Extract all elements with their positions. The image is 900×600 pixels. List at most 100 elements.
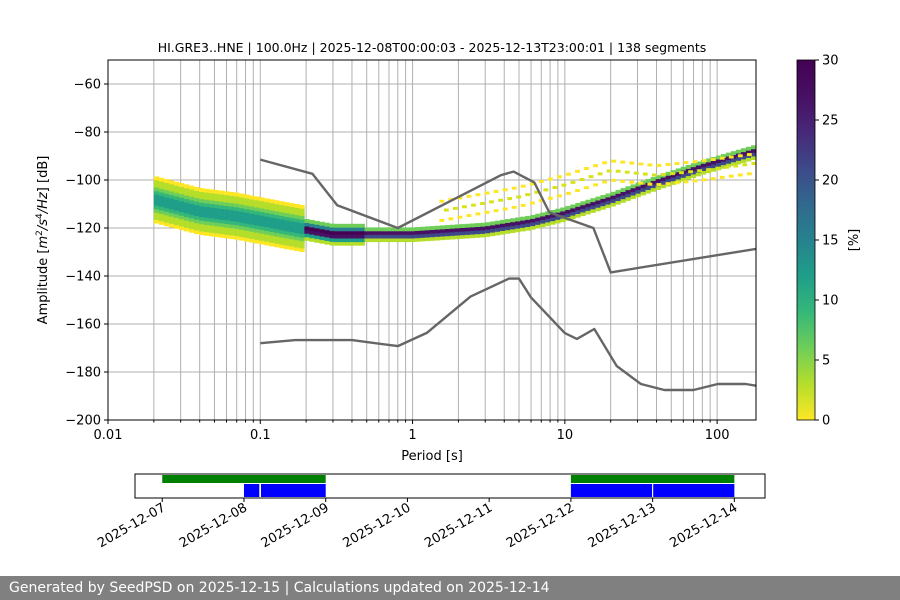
- heatmap-cell: [434, 232, 441, 237]
- heatmap-cell: [507, 197, 513, 201]
- heatmap-cell: [630, 184, 636, 189]
- heatmap-cell: [244, 198, 250, 203]
- heatmap-cell: [745, 146, 752, 151]
- heatmap-cell: [254, 214, 260, 219]
- heatmap-cell: [199, 198, 205, 203]
- heatmap-cell: [379, 234, 385, 239]
- heatmap-cell: [314, 238, 320, 243]
- heatmap-cell: [349, 231, 355, 235]
- timeline-date-label: 2025-12-14: [667, 500, 740, 551]
- heatmap-cell: [309, 219, 315, 224]
- heatmap-cell: [193, 219, 200, 224]
- heatmap-cell: [178, 197, 185, 202]
- heatmap-cell: [605, 193, 611, 198]
- heatmap-cell: [334, 241, 340, 246]
- heatmap-cell: [705, 169, 712, 174]
- footer: Generated by SeedPSD on 2025-12-15 | Cal…: [0, 576, 900, 600]
- heatmap-cell: [615, 197, 621, 202]
- heatmap-cell: [344, 231, 350, 235]
- heatmap-cell: [178, 215, 185, 220]
- heatmap-cell: [173, 188, 180, 193]
- heatmap-cell: [520, 184, 526, 188]
- heatmap-cell: [469, 230, 476, 235]
- heatmap-cell: [404, 231, 411, 235]
- heatmap-cell: [660, 180, 666, 185]
- heatmap-cell: [650, 180, 656, 185]
- heatmap-cell: [254, 210, 260, 215]
- heatmap-cell: [168, 219, 175, 224]
- heatmap-cell: [733, 164, 739, 168]
- heatmap-cell: [701, 178, 707, 182]
- heatmap-cell: [168, 180, 175, 185]
- timeline-date-label: 2025-12-09: [259, 500, 332, 551]
- heatmap-cell: [535, 213, 541, 218]
- heatmap-cell: [219, 223, 225, 227]
- heatmap-cell: [683, 180, 689, 184]
- heatmap-cell: [674, 162, 680, 166]
- heatmap-cell: [434, 225, 441, 230]
- heatmap-cell: [550, 213, 556, 218]
- heatmap-cell: [725, 152, 732, 157]
- heatmap-cell: [188, 189, 195, 194]
- heatmap-cell: [173, 192, 180, 197]
- heatmap-cell: [715, 155, 722, 160]
- heatmap-cell: [700, 167, 707, 172]
- heatmap-cell: [588, 175, 594, 179]
- heatmap-cell: [602, 161, 608, 165]
- heatmap-cell: [163, 200, 170, 205]
- heatmap-cell: [254, 225, 260, 230]
- heatmap-cell: [264, 227, 270, 232]
- heatmap-cell: [459, 227, 466, 232]
- heatmap-cell: [153, 201, 160, 206]
- heatmap-cell: [615, 189, 621, 194]
- heatmap-cell: [414, 227, 421, 231]
- heatmap-cell: [284, 202, 290, 207]
- heatmap-cell: [439, 229, 446, 233]
- heatmap-cell: [234, 214, 240, 219]
- heatmap-cell: [284, 245, 290, 250]
- heatmap-cell: [209, 218, 215, 223]
- heatmap-cell: [660, 184, 666, 189]
- heatmap-cell: [244, 230, 250, 235]
- heatmap-cell: [490, 228, 496, 233]
- heatmap-cell: [565, 206, 571, 210]
- heatmap-cell: [224, 202, 230, 206]
- heatmap-cell: [259, 226, 265, 231]
- heatmap-cell: [204, 192, 210, 197]
- heatmap-cell: [244, 212, 250, 217]
- heatmap-cell: [710, 157, 716, 161]
- heatmap-cell: [229, 235, 235, 240]
- heatmap-cell: [379, 227, 385, 232]
- heatmap-cell: [289, 242, 295, 247]
- heatmap-cell: [675, 168, 682, 173]
- heatmap-cell: [615, 169, 621, 173]
- heatmap-cell: [158, 220, 165, 225]
- heatmap-cell: [259, 215, 265, 220]
- heatmap-cell: [254, 207, 260, 212]
- heatmap-cell: [359, 234, 365, 239]
- heatmap-cell: [188, 214, 195, 219]
- heatmap-cell: [193, 194, 200, 199]
- heatmap-cell: [670, 173, 677, 178]
- heatmap-cell: [334, 223, 340, 228]
- heatmap-cell: [309, 227, 315, 232]
- heatmap-cell: [529, 201, 535, 205]
- heatmap-cell: [701, 159, 707, 163]
- colorbar-tick-label: 30: [822, 54, 839, 69]
- heatmap-cell: [229, 231, 235, 236]
- heatmap-cell: [635, 182, 641, 187]
- heatmap-cell: [394, 231, 401, 235]
- heatmap-cell: [651, 173, 657, 177]
- heatmap-cell: [188, 185, 195, 190]
- heatmap-cell: [510, 221, 516, 226]
- heatmap-cell: [279, 240, 285, 245]
- heatmap-cell: [234, 221, 240, 226]
- heatmap-cell: [183, 184, 190, 189]
- heatmap-cell: [344, 223, 350, 228]
- heatmap-cell: [199, 206, 205, 210]
- heatmap-cell: [530, 218, 536, 223]
- heatmap-cell: [264, 205, 270, 210]
- heatmap-cell: [219, 219, 225, 224]
- heatmap-cell: [188, 196, 195, 201]
- heatmap-cell: [239, 197, 245, 202]
